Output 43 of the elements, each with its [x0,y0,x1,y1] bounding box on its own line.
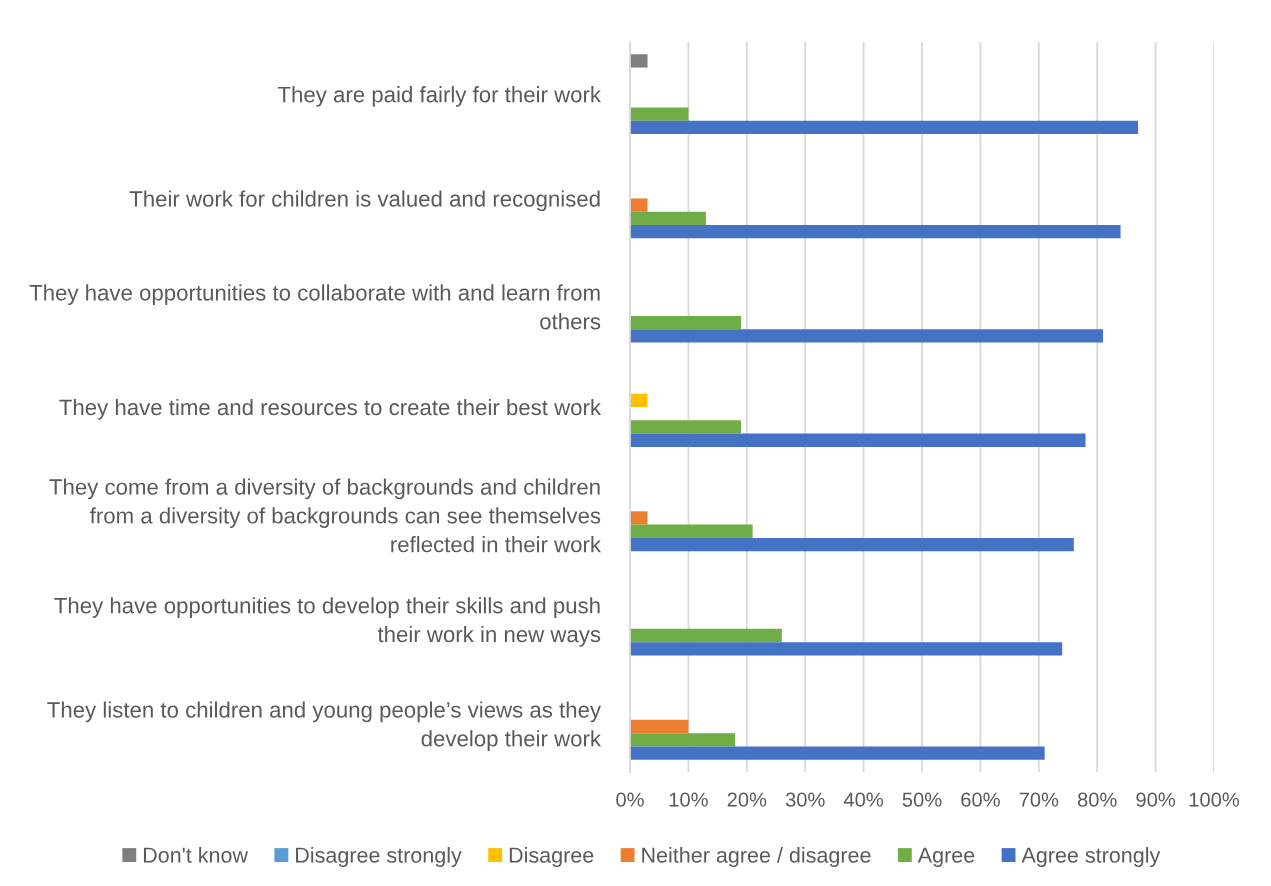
bar [630,107,689,121]
y-tick-label: They come from a diversity of backgrounds and children from a diversity of backgrounds can see themselves reflected in their work [49,478,602,553]
x-tick-label: 90% [1136,792,1176,807]
bar [630,120,1139,135]
x-tick-label: 80% [1077,792,1117,807]
bar [630,746,1045,760]
bar [630,733,736,747]
bar [630,54,648,68]
legend-label: Don't know [143,846,249,863]
y-tick-label: They listen to children and young people’s views as they develop their work [47,701,602,751]
bar [630,433,1086,447]
x-tick-label: 40% [843,792,884,807]
bar [630,329,1104,343]
bar [630,524,753,538]
bar [630,628,782,643]
bar [630,198,648,212]
x-tick-label: 100% [1189,792,1240,807]
x-tick-label: 30% [785,792,825,807]
bar [630,225,1121,239]
y-tick-label: They are paid fairly for their work [277,86,602,107]
bar [630,511,648,525]
y-tick-label: They have opportunities to collaborate with and learn from others [29,284,601,330]
bar [630,537,1074,552]
x-tick-label: 60% [961,792,1000,807]
y-tick-label: They have opportunities to develop their skills and push their work in new ways [54,597,601,647]
x-tick-label: 20% [727,792,767,807]
bar [630,393,648,407]
bar [630,211,706,226]
y-tick-label: Their work for children is valued and recognised [129,190,600,212]
legend-label: Disagree strongly [296,846,462,868]
y-tick-label: They have time and resources to create their best work [59,398,602,420]
bar [630,316,741,330]
x-tick-label: 0% [616,792,644,807]
x-tick-label: 10% [669,792,708,807]
x-tick-label: 70% [1019,792,1059,807]
bar [630,420,741,434]
legend-label: Disagree [509,846,594,868]
bar [630,719,689,734]
bar [630,642,1063,656]
legend-label: Neither agree / disagree [642,846,871,868]
legend-label: Agree [917,847,975,868]
x-tick-label: 50% [902,792,942,807]
legend-label: Agree strongly [1021,846,1161,868]
